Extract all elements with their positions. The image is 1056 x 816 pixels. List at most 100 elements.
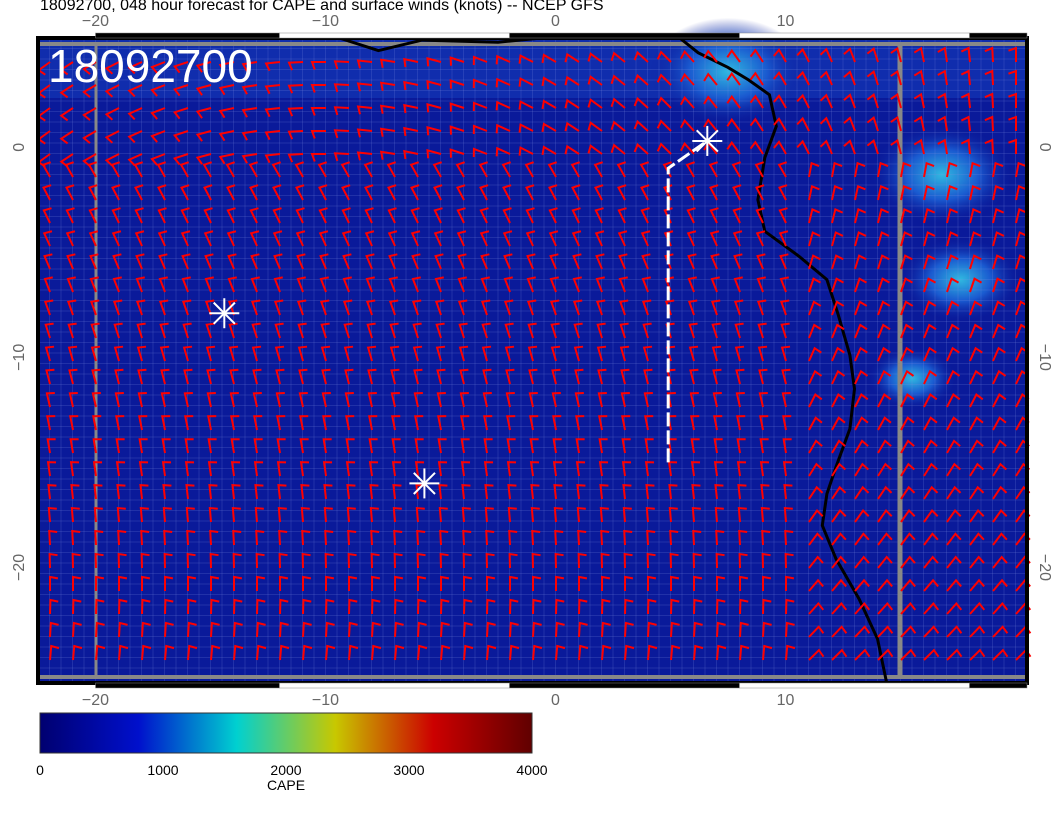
wind-barb xyxy=(641,276,651,293)
wind-barb xyxy=(784,529,794,546)
wind-barb xyxy=(623,552,633,569)
wind-barb xyxy=(726,117,741,132)
wind-barb xyxy=(549,253,559,270)
wind-barb xyxy=(41,161,51,178)
wind-barb xyxy=(737,506,747,523)
wind-barb xyxy=(564,75,580,86)
wind-barb xyxy=(647,598,657,615)
wind-barb xyxy=(356,105,373,115)
wind-barb xyxy=(460,461,471,477)
wind-barb xyxy=(391,438,401,454)
wind-barb xyxy=(251,322,261,339)
wind-barb xyxy=(617,230,628,247)
wind-barb xyxy=(387,230,398,247)
wind-barb xyxy=(525,184,535,201)
wind-barb xyxy=(417,575,427,592)
wind-barb xyxy=(333,152,350,162)
wind-barb xyxy=(495,100,511,111)
wind-barb xyxy=(44,322,54,339)
wind-barb xyxy=(207,438,217,454)
wind-barb xyxy=(710,276,720,293)
wind-barb xyxy=(703,49,718,63)
wind-barb xyxy=(783,506,793,523)
wind-barb xyxy=(900,509,916,523)
wind-barb xyxy=(393,529,403,546)
wind-barb xyxy=(645,506,655,523)
wind-barb xyxy=(116,484,126,500)
wind-barb xyxy=(72,598,82,615)
wind-barb xyxy=(759,415,769,431)
wind-barb xyxy=(458,322,468,339)
wind-barb xyxy=(781,368,791,385)
wind-barb xyxy=(180,184,190,201)
wind-barb xyxy=(622,484,632,500)
wind-barb xyxy=(158,253,168,270)
wind-barb xyxy=(158,276,168,293)
wind-barb xyxy=(808,323,822,339)
wind-barb xyxy=(463,621,473,638)
wind-barb xyxy=(923,277,937,293)
wind-barb xyxy=(679,141,695,155)
wind-barb xyxy=(550,345,561,362)
wind-barb xyxy=(726,140,741,155)
wind-barb xyxy=(484,506,494,523)
wind-barb xyxy=(426,103,442,113)
wind-barb xyxy=(348,621,358,638)
wind-barb xyxy=(913,46,925,63)
wind-barb xyxy=(937,115,948,132)
wind-barb xyxy=(486,598,496,615)
wind-barb xyxy=(691,484,701,500)
wind-barb xyxy=(134,184,144,201)
wind-barb xyxy=(310,61,326,70)
wind-barb xyxy=(394,575,404,592)
wind-barb xyxy=(618,299,629,316)
wind-barb xyxy=(438,484,448,500)
wind-barb xyxy=(785,644,796,661)
wind-barb xyxy=(969,532,985,546)
wind-barb xyxy=(403,80,419,91)
wind-barb xyxy=(992,485,1008,500)
wind-barb xyxy=(600,529,610,546)
wind-barb xyxy=(541,145,557,156)
wind-barb xyxy=(890,92,902,109)
wind-barb xyxy=(647,575,657,592)
wind-barb xyxy=(548,207,558,224)
wind-barb xyxy=(578,644,589,661)
wind-barb xyxy=(960,92,971,109)
wind-barb xyxy=(633,142,649,155)
wind-barb xyxy=(712,368,722,385)
wind-barb xyxy=(686,230,697,247)
wind-barb xyxy=(554,552,564,569)
wind-barb xyxy=(264,130,281,141)
wind-barb xyxy=(275,368,285,385)
wind-barb xyxy=(503,299,514,316)
wind-barb xyxy=(434,276,444,293)
wind-barb xyxy=(363,161,373,178)
wind-barb xyxy=(414,461,425,477)
wind-barb xyxy=(532,644,543,661)
wind-barb xyxy=(773,48,787,63)
wind-barb xyxy=(252,391,262,408)
wind-barb xyxy=(640,207,650,224)
wind-barb xyxy=(186,529,196,546)
wind-barb xyxy=(785,598,795,615)
wind-barb xyxy=(136,322,146,339)
wind-barb xyxy=(808,184,820,201)
wind-barb xyxy=(163,529,173,546)
wind-barb xyxy=(135,253,145,270)
wind-barb xyxy=(877,277,891,293)
wind-barb xyxy=(67,345,78,362)
wind-barb xyxy=(325,598,335,615)
wind-barb xyxy=(732,184,742,201)
wind-barb xyxy=(218,84,235,96)
wind-barb xyxy=(82,130,97,144)
wind-barb xyxy=(808,602,825,615)
wind-barb xyxy=(913,69,925,86)
wind-barb xyxy=(843,139,856,155)
wind-barb xyxy=(207,415,217,431)
wind-barb xyxy=(621,438,631,454)
wind-barb xyxy=(180,207,190,224)
wind-barb xyxy=(182,322,192,339)
colorbar-tick-label: 3000 xyxy=(393,762,424,778)
wind-barb xyxy=(854,509,870,523)
